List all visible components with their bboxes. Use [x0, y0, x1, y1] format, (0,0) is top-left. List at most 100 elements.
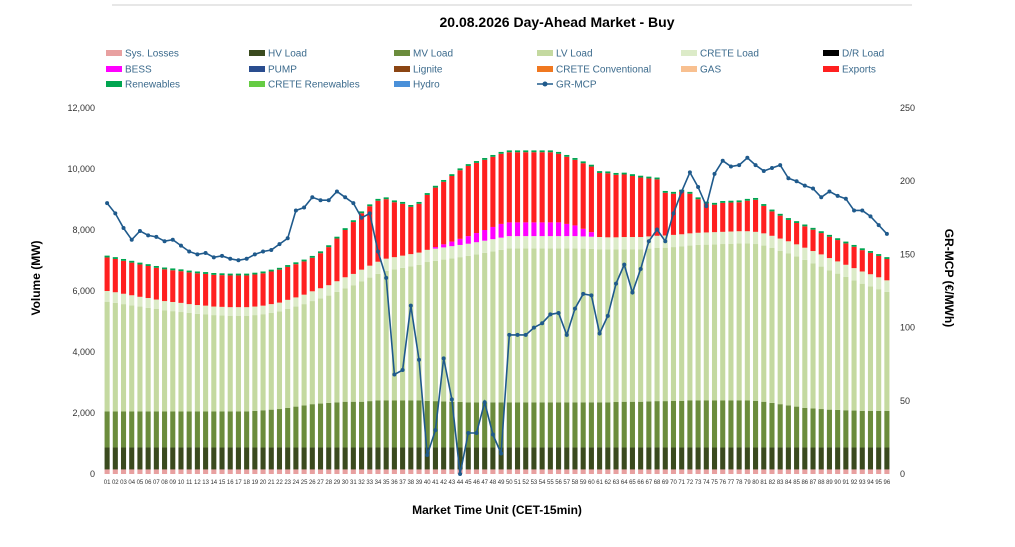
bar-segment-renewables — [350, 220, 356, 223]
bar-segment-lv-load — [769, 247, 775, 403]
bar-segment-hv-load — [342, 447, 348, 470]
bar-segment-lv-load — [137, 306, 143, 412]
bar-segment-hv-load — [457, 447, 463, 470]
x-tick-label: 63 — [613, 480, 620, 486]
bar-segment-exports — [457, 170, 463, 239]
gr-mcp-point — [794, 179, 799, 184]
x-tick-label: 05 — [137, 480, 144, 486]
bar-segment-hv-load — [769, 447, 775, 470]
bar-segment-mv-load — [843, 410, 849, 448]
bar-segment-exports — [679, 191, 685, 235]
bar-segment-renewables — [564, 154, 570, 157]
bar-segment-sys-losses — [703, 469, 709, 474]
x-tick-label: 34 — [375, 480, 382, 486]
bar-segment-crete-load — [736, 231, 742, 244]
bar-segment-exports — [334, 238, 340, 282]
gr-mcp-point — [581, 291, 586, 296]
bar-segment-hv-load — [367, 447, 373, 470]
bar-segment-renewables — [876, 254, 882, 256]
bar-segment-hv-load — [416, 447, 422, 470]
bar-segment-mv-load — [851, 410, 857, 448]
x-tick-label: 85 — [793, 480, 800, 486]
legend-swatch — [681, 50, 697, 56]
gr-mcp-point — [819, 195, 824, 200]
legend-label: HV Load — [268, 49, 307, 60]
bar-segment-sys-losses — [203, 469, 209, 474]
bar-segment-sys-losses — [162, 469, 168, 474]
bar-segment-renewables — [728, 200, 734, 203]
bar-segment-exports — [252, 274, 258, 307]
bar-segment-hv-load — [162, 447, 168, 470]
bar-segment-sys-losses — [687, 469, 693, 474]
bar-segment-hv-load — [129, 447, 135, 470]
x-tick-label: 43 — [449, 480, 456, 486]
x-tick-label: 88 — [818, 480, 825, 486]
bar-segment-renewables — [219, 273, 225, 276]
bar-segment-sys-losses — [383, 469, 389, 474]
y2-tick-label: 100 — [900, 323, 915, 333]
bar-segment-sys-losses — [506, 469, 512, 474]
bar-segment-renewables — [482, 158, 488, 160]
bar-segment-lv-load — [597, 249, 603, 403]
bar-segment-mv-load — [326, 402, 332, 448]
x-tick-label: 68 — [654, 480, 661, 486]
bar-segment-lv-load — [170, 311, 176, 412]
bar-segment-renewables — [629, 174, 635, 177]
bar-segment-exports — [547, 152, 553, 223]
x-tick-label: 87 — [810, 480, 817, 486]
bar-segment-mv-load — [227, 411, 233, 448]
bar-segment-exports — [761, 205, 767, 234]
bar-segment-renewables — [662, 190, 668, 193]
x-tick-label: 72 — [687, 480, 694, 486]
bar-segment-bess — [564, 223, 570, 237]
bar-segment-lv-load — [802, 259, 808, 408]
bar-segment-hv-load — [449, 447, 455, 470]
bar-segment-sys-losses — [810, 469, 816, 474]
legend-label: LV Load — [556, 49, 593, 60]
bar-segment-exports — [523, 152, 529, 223]
x-tick-label: 77 — [728, 480, 735, 486]
bar-segment-mv-load — [711, 400, 718, 448]
bar-segment-crete-load — [465, 243, 471, 256]
bar-segment-exports — [638, 177, 644, 238]
bar-segment-renewables — [843, 241, 849, 244]
bar-segment-hv-load — [588, 447, 594, 470]
x-tick-label: 86 — [801, 480, 808, 486]
bar-segment-mv-load — [605, 402, 611, 448]
gr-mcp-point — [490, 432, 495, 437]
bar-segment-mv-load — [194, 411, 200, 448]
bar-segment-exports — [720, 202, 726, 232]
bar-segment-sys-losses — [375, 469, 381, 474]
bar-segment-hv-load — [744, 447, 750, 470]
bar-segment-hv-load — [826, 447, 832, 470]
bar-segment-mv-load — [556, 402, 562, 448]
gr-mcp-point — [614, 281, 619, 286]
bar-segment-renewables — [465, 164, 471, 166]
bar-segment-sys-losses — [235, 469, 241, 474]
bar-segment-crete-load — [309, 291, 315, 302]
bar-segment-crete-load — [695, 232, 701, 245]
x-tick-label: 62 — [604, 480, 611, 486]
gr-mcp-point — [679, 189, 684, 194]
bar-segment-hv-load — [186, 447, 192, 470]
bar-segment-hv-load — [170, 447, 176, 470]
x-tick-label: 61 — [596, 480, 603, 486]
gr-mcp-point — [408, 303, 413, 308]
legend-label: MV Load — [413, 49, 453, 60]
bar-segment-crete-load — [621, 237, 627, 250]
bar-segment-sys-losses — [244, 469, 250, 474]
bar-segment-renewables — [621, 172, 627, 175]
bar-segment-exports — [876, 255, 882, 278]
bar-segment-exports — [867, 252, 874, 275]
bar-segment-mv-load — [129, 411, 135, 448]
bar-segment-mv-load — [457, 402, 463, 448]
bar-segment-hv-load — [391, 447, 397, 470]
x-tick-label: 06 — [145, 480, 152, 486]
bar-segment-exports — [597, 172, 603, 238]
bar-segment-exports — [211, 274, 217, 307]
bar-segment-mv-load — [687, 400, 693, 448]
x-tick-label: 56 — [555, 480, 562, 486]
bar-segment-crete-load — [638, 237, 644, 250]
bar-segment-bess — [490, 226, 496, 240]
bar-segment-crete-load — [244, 307, 250, 316]
